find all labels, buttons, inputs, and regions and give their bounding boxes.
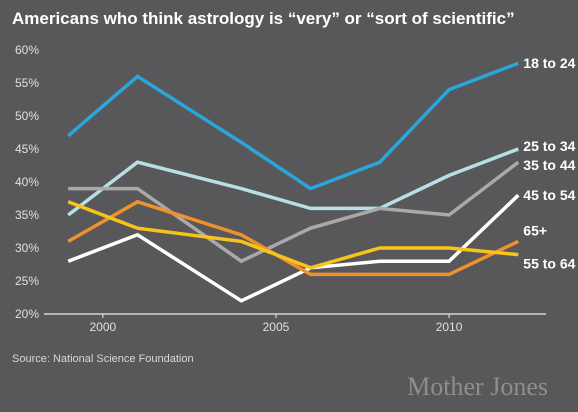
brand-logo: Mother Jones — [407, 372, 548, 401]
series-line-1 — [67, 147, 519, 217]
x-tick-label: 2005 — [263, 320, 290, 334]
y-tick-label: 50% — [15, 109, 39, 123]
series-label-3: 45 to 54 — [523, 187, 575, 203]
x-axis: 2000 2005 2010 — [44, 313, 546, 334]
y-tick-label: 20% — [15, 307, 39, 321]
y-axis: 20% 25% 30% 35% 40% 45% 50% 55% 60% — [15, 43, 39, 321]
series-line-2 — [68, 160, 520, 264]
x-tick-label: 2010 — [436, 320, 463, 334]
series-labels: 18 to 24 25 to 34 35 to 44 45 to 54 65+ 55 to… — [523, 55, 575, 271]
series-line-0 — [67, 61, 519, 191]
y-tick-label: 30% — [15, 241, 39, 255]
series-label-5: 55 to 64 — [523, 256, 575, 272]
series-label-1: 25 to 34 — [523, 138, 575, 154]
series-line-4 — [67, 199, 520, 277]
y-tick-label: 35% — [15, 208, 39, 222]
chart-title: Americans who think astrology is “very” … — [12, 9, 515, 28]
y-tick-label: 40% — [15, 175, 39, 189]
series-label-2: 35 to 44 — [523, 157, 575, 173]
x-tick-label: 2000 — [90, 320, 117, 334]
y-tick-label: 60% — [15, 43, 39, 57]
y-tick-label: 45% — [15, 142, 39, 156]
y-tick-label: 25% — [15, 274, 39, 288]
series-lines — [67, 61, 520, 303]
series-line-5 — [67, 200, 519, 270]
y-tick-label: 55% — [15, 76, 39, 90]
series-label-0: 18 to 24 — [523, 55, 575, 71]
series-label-4: 65+ — [523, 222, 547, 238]
source-note: Source: National Science Foundation — [12, 353, 194, 365]
